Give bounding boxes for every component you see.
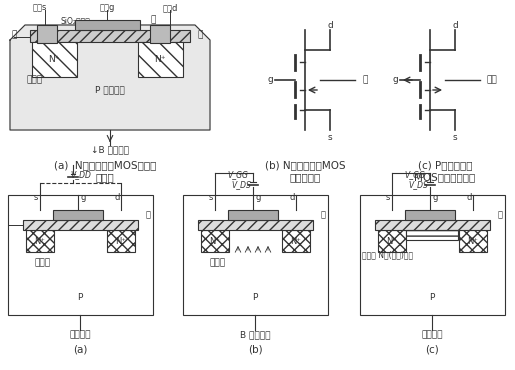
- Text: ↓B 衬底引脚: ↓B 衬底引脚: [91, 145, 129, 155]
- Text: P: P: [252, 293, 258, 302]
- Bar: [198, 220, 313, 230]
- Bar: [378, 230, 406, 252]
- Text: N⁺: N⁺: [115, 236, 127, 246]
- Text: (c) P沟道增强型: (c) P沟道增强型: [418, 160, 472, 170]
- Text: 管代表符号: 管代表符号: [289, 172, 321, 182]
- Text: 源极s: 源极s: [33, 3, 47, 13]
- Bar: [75, 20, 140, 30]
- Text: P: P: [77, 293, 83, 302]
- Text: 铝: 铝: [146, 211, 150, 219]
- Text: s: s: [386, 194, 390, 202]
- Text: N⁺: N⁺: [210, 236, 220, 246]
- Text: 铝: 铝: [497, 211, 503, 219]
- Bar: [150, 25, 170, 43]
- Text: 铝: 铝: [197, 30, 203, 40]
- Text: (b) N沟道增强型MOS: (b) N沟道增强型MOS: [265, 160, 346, 170]
- Text: 铝: 铝: [320, 211, 325, 219]
- Text: g: g: [267, 75, 273, 84]
- Text: s: s: [328, 132, 332, 141]
- Text: (a)  N沟道增强型MOS管结构: (a) N沟道增强型MOS管结构: [54, 160, 156, 170]
- Text: 耗尽层 N型(感生)沟道: 耗尽层 N型(感生)沟道: [363, 250, 414, 259]
- Text: (b): (b): [248, 345, 262, 355]
- Bar: [32, 42, 77, 77]
- Bar: [8, 195, 153, 315]
- Text: d: d: [327, 20, 333, 30]
- Bar: [26, 230, 54, 252]
- Text: N⁺: N⁺: [35, 236, 45, 246]
- Text: g: g: [432, 194, 438, 202]
- Text: s: s: [34, 194, 38, 202]
- Text: MOS管代表表符号: MOS管代表表符号: [415, 172, 476, 182]
- Text: d: d: [452, 20, 458, 30]
- Bar: [459, 230, 487, 252]
- Text: N⁺: N⁺: [387, 236, 398, 246]
- Text: g: g: [255, 194, 261, 202]
- Polygon shape: [10, 25, 210, 130]
- Bar: [375, 220, 490, 230]
- Text: 耗尽层: 耗尽层: [210, 259, 226, 268]
- Bar: [183, 195, 328, 315]
- Text: 耗尽层: 耗尽层: [35, 259, 51, 268]
- Text: 耗尽层: 耗尽层: [27, 75, 43, 84]
- Text: N⁺: N⁺: [154, 54, 166, 64]
- Text: 栅极g: 栅极g: [99, 3, 115, 13]
- Text: N⁺: N⁺: [290, 236, 301, 246]
- Bar: [23, 220, 138, 230]
- Text: 铝: 铝: [11, 30, 16, 40]
- Text: (c): (c): [425, 345, 439, 355]
- Text: 示意图: 示意图: [96, 172, 114, 182]
- Text: N⁺: N⁺: [468, 236, 478, 246]
- Text: 衬: 衬: [363, 75, 368, 84]
- Bar: [53, 210, 103, 220]
- Text: SiO₂绝缘层: SiO₂绝缘层: [60, 17, 90, 26]
- Text: g: g: [80, 194, 85, 202]
- Bar: [406, 230, 458, 240]
- Text: s: s: [453, 132, 457, 141]
- Text: 铝: 铝: [150, 16, 156, 24]
- Text: 衬底引线: 衬底引线: [69, 330, 91, 340]
- Bar: [201, 230, 229, 252]
- Text: 漏极d: 漏极d: [162, 3, 178, 13]
- Text: V_DS: V_DS: [231, 181, 251, 189]
- Bar: [30, 30, 190, 42]
- Text: s: s: [209, 194, 213, 202]
- Text: V_GG: V_GG: [228, 171, 248, 179]
- Text: V_GG: V_GG: [405, 171, 425, 179]
- Text: P: P: [430, 293, 435, 302]
- Bar: [360, 195, 505, 315]
- Text: N⁺: N⁺: [48, 54, 60, 64]
- Text: d: d: [289, 194, 295, 202]
- Bar: [228, 210, 278, 220]
- Bar: [138, 42, 183, 77]
- Bar: [37, 25, 57, 43]
- Text: d: d: [114, 194, 119, 202]
- Text: V_DS: V_DS: [408, 181, 428, 189]
- Text: P 型硅衬底: P 型硅衬底: [95, 85, 125, 94]
- Text: g: g: [392, 75, 398, 84]
- Text: 衬底: 衬底: [487, 75, 497, 84]
- Text: d: d: [466, 194, 472, 202]
- Text: (a): (a): [73, 345, 87, 355]
- Bar: [282, 230, 310, 252]
- Text: 衬底引线: 衬底引线: [421, 330, 443, 340]
- Bar: [107, 230, 135, 252]
- Text: B 衬底引线: B 衬底引线: [240, 330, 270, 340]
- Text: V_DD: V_DD: [71, 171, 92, 179]
- Bar: [405, 210, 455, 220]
